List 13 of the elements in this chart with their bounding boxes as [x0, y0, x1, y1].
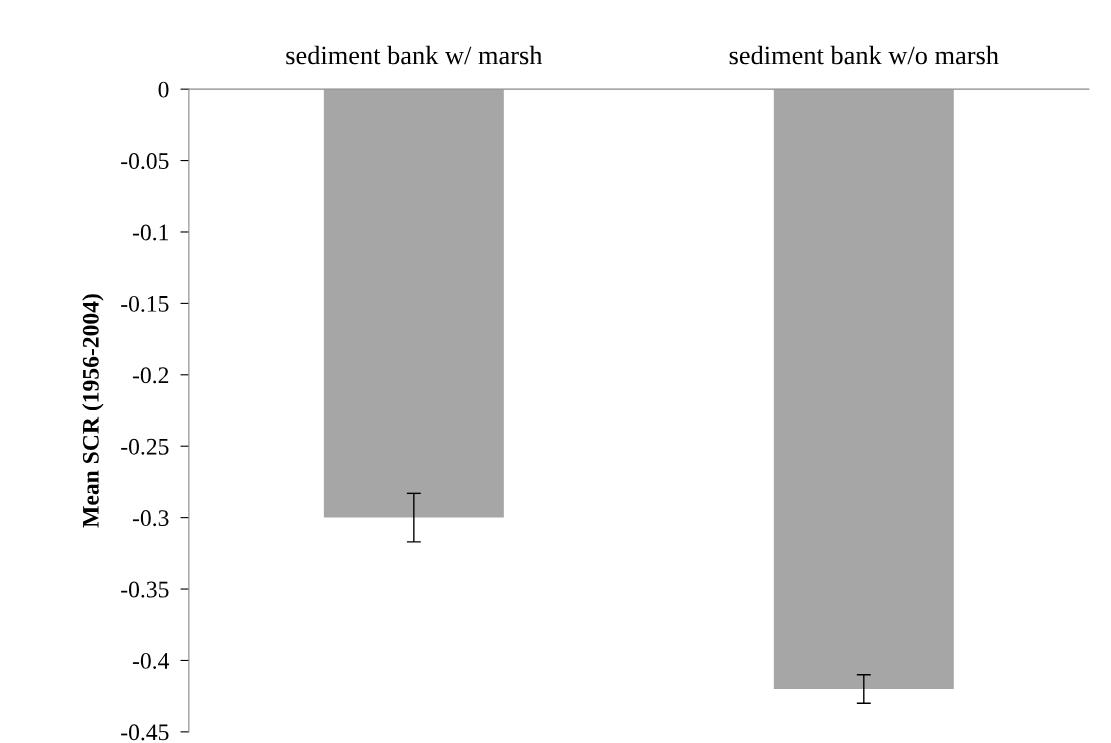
x-tick-label: sediment bank w/ marsh — [286, 45, 543, 65]
x-tick-label: sediment bank w/o marsh — [729, 45, 999, 65]
y-tick-label: -0.15 — [121, 295, 169, 312]
y-tick-label: -0.2 — [132, 367, 169, 384]
y-tick-label: -0.25 — [121, 438, 169, 455]
y-tick-label: -0.45 — [121, 724, 169, 741]
y-tick-label: -0.35 — [121, 581, 169, 598]
y-tick-label: -0.3 — [132, 510, 169, 527]
y-tick-label: -0.05 — [121, 153, 169, 170]
y-tick-label: 0 — [158, 81, 169, 98]
y-tick-label: -0.1 — [132, 224, 169, 241]
y-tick-label: -0.4 — [132, 652, 170, 669]
y-axis-title: Mean SCR (1956-2004) — [82, 294, 104, 528]
